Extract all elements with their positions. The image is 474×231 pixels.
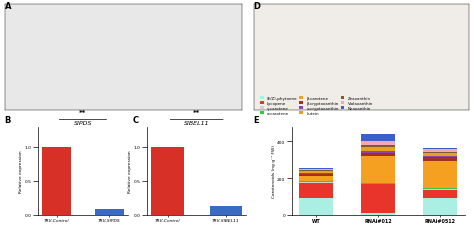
Bar [361, 152, 395, 153]
Bar [423, 157, 456, 158]
Text: **: ** [79, 110, 87, 116]
Text: A: A [5, 2, 11, 11]
Bar [423, 161, 456, 188]
Y-axis label: Relative expression: Relative expression [128, 150, 132, 192]
Bar [423, 153, 456, 157]
Bar [361, 145, 395, 147]
Bar [423, 158, 456, 161]
Bar [361, 147, 395, 152]
Text: B: B [5, 116, 11, 125]
Text: **: ** [193, 110, 201, 116]
Legend: (E/Z)-phytoene, Lycopene, γ-carotene, α-carotene, β-carotene, β-cryptoxanthin, α: (E/Z)-phytoene, Lycopene, γ-carotene, α-… [260, 97, 373, 116]
Bar [423, 198, 456, 215]
Bar [423, 150, 456, 152]
Bar [423, 152, 456, 153]
Bar [300, 182, 333, 183]
Bar [423, 190, 456, 198]
Bar [361, 134, 395, 142]
Bar [300, 176, 333, 181]
Bar [300, 183, 333, 198]
Bar [300, 170, 333, 171]
Bar [152, 147, 183, 215]
Bar [361, 156, 395, 183]
Bar [95, 210, 124, 215]
Bar [300, 198, 333, 215]
Bar [42, 147, 71, 215]
Bar [361, 183, 395, 184]
Bar [361, 153, 395, 156]
Y-axis label: Carotenoids (ng g⁻¹ FW): Carotenoids (ng g⁻¹ FW) [272, 145, 275, 197]
Bar [361, 142, 395, 145]
Bar [210, 206, 242, 215]
Title: SIBEL11: SIBEL11 [184, 120, 210, 125]
Bar [361, 184, 395, 185]
Title: SIPDS: SIPDS [73, 120, 92, 125]
Text: D: D [254, 2, 261, 11]
Y-axis label: Relative expression: Relative expression [19, 150, 23, 192]
Bar [300, 171, 333, 173]
Text: E: E [254, 116, 259, 125]
Bar [300, 169, 333, 170]
Bar [423, 188, 456, 189]
Bar [300, 175, 333, 176]
Bar [423, 189, 456, 190]
Bar [300, 173, 333, 175]
Bar [361, 185, 395, 213]
Bar [423, 148, 456, 150]
Bar [300, 181, 333, 182]
Bar [300, 168, 333, 169]
Text: C: C [133, 116, 139, 125]
Bar [361, 213, 395, 215]
